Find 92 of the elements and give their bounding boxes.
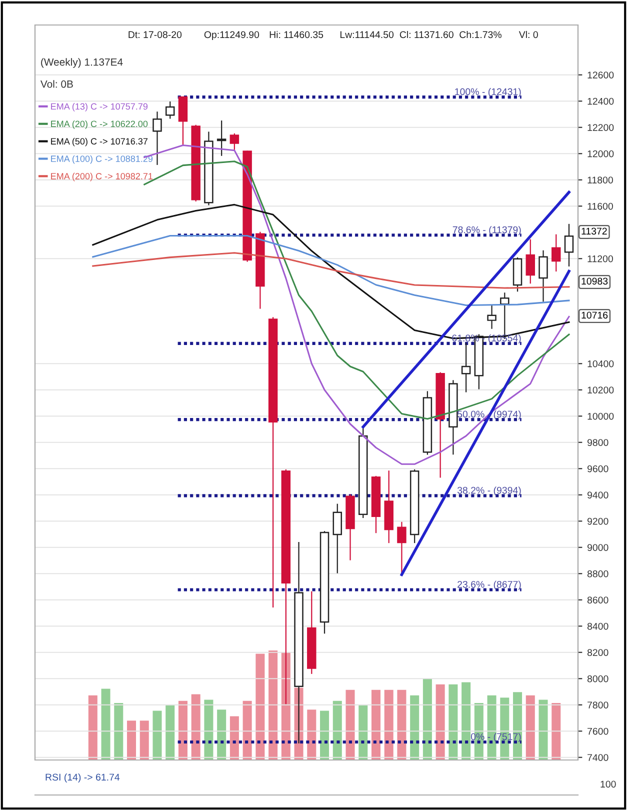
candlestick xyxy=(564,224,574,266)
y-tick-label: 12400 xyxy=(588,98,614,105)
text: RSI (14) -> 61.74 xyxy=(46,773,120,783)
y-tick-label: 8400 xyxy=(587,622,608,630)
y-tick-label: 8800 xyxy=(587,570,608,578)
y-tick-label: 9400 xyxy=(587,492,608,498)
bar xyxy=(127,720,136,760)
bar xyxy=(538,700,548,760)
annotation: Ch:1.73% xyxy=(460,30,502,38)
y-tick-label: 9600 xyxy=(587,465,608,472)
y-tick-label: 9200 xyxy=(587,518,608,525)
candlestick xyxy=(526,239,536,284)
annotation: Hi: 11460.35 xyxy=(270,30,324,38)
y-tick-label: 9000 xyxy=(587,544,608,551)
candlestick xyxy=(332,504,342,574)
bar xyxy=(217,710,226,760)
y-tick-label: 8600 xyxy=(587,596,608,604)
bar xyxy=(204,700,214,760)
bar xyxy=(526,695,535,760)
candlestick xyxy=(230,133,240,150)
y-tick-label: 12000 xyxy=(588,150,614,158)
legend-label: EMA (13) C -> 10757.79 xyxy=(51,103,148,112)
bar xyxy=(152,710,162,760)
bar xyxy=(268,650,278,760)
y-tick-label: 12200 xyxy=(588,124,614,131)
text: 10716 xyxy=(582,312,608,319)
annotation: Cl: 11371.60 xyxy=(400,30,454,38)
ref-line-label: 78.6% - (11379) xyxy=(452,226,521,236)
y-tick-label: 11200 xyxy=(588,255,613,262)
bar xyxy=(101,688,110,760)
bar xyxy=(88,695,98,760)
candlestick xyxy=(397,522,406,576)
bar xyxy=(448,684,458,760)
y-tick-label: 11800 xyxy=(588,176,613,184)
bar xyxy=(178,700,188,760)
y-tick-label: 8200 xyxy=(587,649,608,656)
bar xyxy=(346,690,355,760)
y-tick-label: 7400 xyxy=(588,754,608,761)
bar xyxy=(332,700,342,760)
bar xyxy=(242,700,252,760)
bar xyxy=(191,694,200,760)
bar xyxy=(230,716,239,760)
line-series xyxy=(92,235,570,306)
ref-line-label: 100% - (12431) xyxy=(455,88,521,98)
y-tick-label: 11600 xyxy=(588,202,613,210)
bar xyxy=(436,684,445,760)
annotation: Op:11249.90 xyxy=(204,31,260,40)
bar xyxy=(462,682,471,760)
bar xyxy=(166,705,175,760)
bar xyxy=(422,678,432,760)
bar xyxy=(114,703,124,760)
y-tick-label: 10400 xyxy=(588,360,614,368)
bar xyxy=(371,690,380,760)
ref-line-label: 61.8% - (10554) xyxy=(452,334,521,344)
bar xyxy=(320,710,330,760)
candlestick xyxy=(216,120,226,156)
legend-label: EMA (100) C -> 10881.29 xyxy=(51,155,153,164)
legend-label: EMA (20) C -> 10622.00 xyxy=(51,120,148,129)
legend-label: EMA (200) C -> 10982.71 xyxy=(51,172,153,182)
bar xyxy=(256,654,265,760)
bar xyxy=(397,690,406,760)
candlestick xyxy=(552,234,561,272)
annotation: Lw:11144.50 xyxy=(340,31,394,38)
y-tick-label: 10000 xyxy=(588,412,614,420)
y-tick-label: 7800 xyxy=(588,702,608,708)
candlestick xyxy=(152,112,162,165)
y-tick-label: 8000 xyxy=(587,675,608,682)
text: 10983 xyxy=(582,278,608,285)
bar xyxy=(410,695,420,760)
ref-line-label: 38.2% - (9394) xyxy=(457,486,521,496)
annotation: Dt: 17-08-20 xyxy=(128,31,182,38)
text: 100 xyxy=(600,780,616,788)
candlestick xyxy=(487,304,496,329)
y-tick-label: 9800 xyxy=(587,439,608,446)
y-tick-label: 7600 xyxy=(588,728,608,735)
annotation: Vl: 0 xyxy=(518,30,538,38)
line-series xyxy=(92,252,570,289)
text: 11372 xyxy=(582,228,607,235)
y-tick-label: 12600 xyxy=(588,72,614,78)
candlestick xyxy=(461,342,471,392)
text: Vol: 0B xyxy=(40,80,73,88)
legend-label: EMA (50) C -> 10716.37 xyxy=(51,138,148,146)
bar xyxy=(140,720,149,760)
candlestick xyxy=(165,101,175,119)
bar xyxy=(307,710,316,760)
y-tick-label: 10200 xyxy=(588,386,614,394)
ref-line-label: 23.6% - (8677) xyxy=(458,580,521,590)
candlestick xyxy=(538,250,548,302)
bar xyxy=(552,703,561,760)
text: (Weekly) 1.137E4 xyxy=(41,58,123,68)
bar xyxy=(358,705,368,760)
bar xyxy=(384,690,394,760)
